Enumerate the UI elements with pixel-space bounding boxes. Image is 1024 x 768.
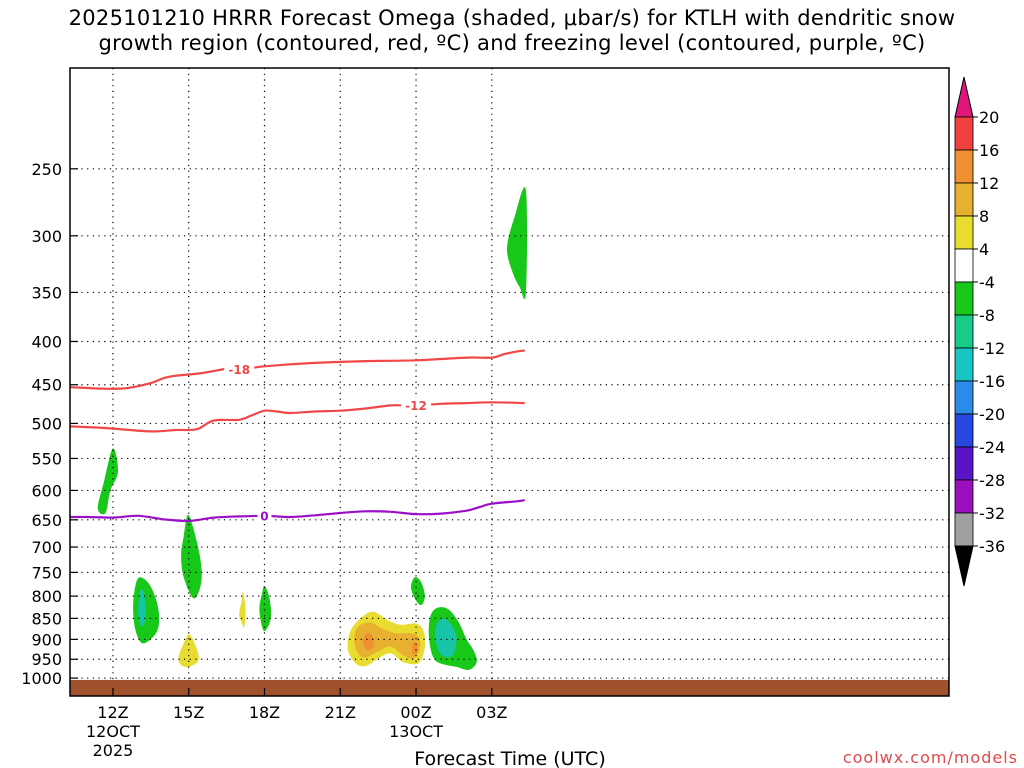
orange-region-22z-905 [354,622,421,659]
chart-title-line-2: growth region (contoured, red, ºC) and f… [98,31,926,55]
contour-0C-label: 0 [260,509,268,523]
contour-0C [70,499,525,523]
plot-frame [69,67,950,697]
green-blob-15z-720 [181,514,202,599]
green-blob-13z-850 [133,577,160,644]
colorbar-bin--4-4 [954,248,974,283]
y-tick-label-250: 250 [31,160,62,179]
colorbar-label--20: -20 [979,405,1005,424]
x-tick-label-18Z: 18Z [249,703,280,722]
y-tick-label-350: 350 [31,283,62,302]
y-tick-label-950: 950 [31,650,62,669]
x-tick-label-21Z: 21Z [325,703,356,722]
colorbar-label--28: -28 [979,471,1005,490]
colorbar-bin-16-20 [954,116,974,151]
colorbar-label-4: 4 [979,240,989,259]
terrain [70,679,949,696]
colorbar-bin--8--4 [954,281,974,316]
x-tick-label-12Z: 12Z [97,703,128,722]
green-blob-18z-830 [259,585,272,632]
omega-shading [97,187,528,671]
colorbar-bin--32--28 [954,479,974,514]
x-axis-label: Forecast Time (UTC) [414,748,605,768]
colorbar-label-8: 8 [979,207,989,226]
green-blob-00z-790 [411,577,425,606]
colorbar-label--12: -12 [979,339,1005,358]
contour-0C-label-bg [257,508,272,523]
chart-title-line-1: 2025101210 HRRR Forecast Omega (shaded, … [68,6,956,30]
colorbar-label--16: -16 [979,372,1005,391]
y-tick-label-700: 700 [31,538,62,557]
colorbar-top-arrow [954,76,974,118]
colorbar-bin-4-8 [954,215,974,250]
green-edge-04z-300 [506,187,528,300]
colorbar-bin--36--32 [954,512,974,547]
y-tick-label-850: 850 [31,609,62,628]
x-tick-year-12Z: 2025 [93,741,134,760]
x-tick-label-15Z: 15Z [173,703,204,722]
colorbar: 20 16 12 8 4 -4 -8 -12 -16 -20 -24 -28 -32 -36 [954,76,1005,587]
y-tick-label-800: 800 [31,587,62,606]
y-tick-label-550: 550 [31,449,62,468]
y-tick-label-900: 900 [31,630,62,649]
colorbar-bin--12--8 [954,314,974,349]
colorbar-label--24: -24 [979,438,1005,457]
credit-text: coolwx.com/models [843,748,1018,767]
colorbar-bin--24--20 [954,413,974,448]
contour-minus-18C-label-bg [224,362,255,377]
colorbar-label-20: 20 [979,108,999,127]
teal-core-01z-890 [434,618,457,658]
y-tick-label-1000: 1000 [21,669,62,688]
green-blob-12z-600 [97,448,119,515]
terrain-ground [70,679,949,696]
colorbar-bin-12-16 [954,149,974,184]
chart-title: 2025101210 HRRR Forecast Omega (shaded, … [0,6,1024,56]
colorbar-label--32: -32 [979,504,1005,523]
colorbar-bin--16--12 [954,347,974,382]
contour-minus-12C-label-bg [401,398,432,413]
colorbar-label--36: -36 [979,537,1005,556]
y-tick-label-750: 750 [31,563,62,582]
yellow-sliver-17z-825 [239,591,246,628]
colorbar-bin-8-12 [954,182,974,217]
colorbar-label--4: -4 [979,273,995,292]
yellow-blob-15z-950 [178,634,199,668]
x-tick-label-03Z: 03Z [476,703,507,722]
x-tick-label-00Z: 00Z [400,703,431,722]
contour-minus-18C [70,349,525,390]
contour-minus-12C [70,401,525,433]
x-tick-date-12Z: 12OCT [86,722,140,741]
colorbar-bottom-arrow [954,545,974,587]
y-tick-label-500: 500 [31,414,62,433]
colorbar-label-12: 12 [979,174,999,193]
y-tick-label-450: 450 [31,376,62,395]
contour-minus-18C-label: -18 [228,363,250,377]
red-orange-core-22z-905 [362,633,374,651]
gridlines [70,68,949,696]
x-tick-date-00Z: 13OCT [389,722,443,741]
y-tick-label-600: 600 [31,481,62,500]
colorbar-label-16: 16 [979,141,999,160]
colorbar-bin--28--24 [954,446,974,481]
y-tick-label-300: 300 [31,227,62,246]
y-tick-label-650: 650 [31,511,62,530]
contour-minus-12C-label: -12 [405,399,427,413]
colorbar-label--8: -8 [979,306,995,325]
teal-core-13z-830 [138,589,146,627]
y-axis: 250 300 350 400 450 500 550 600 650 700 750 800 850 9… [21,160,78,688]
colorbar-bin--20--16 [954,380,974,415]
temperature-contours: -18 -12 0 [70,349,525,523]
y-tick-label-400: 400 [31,332,62,351]
